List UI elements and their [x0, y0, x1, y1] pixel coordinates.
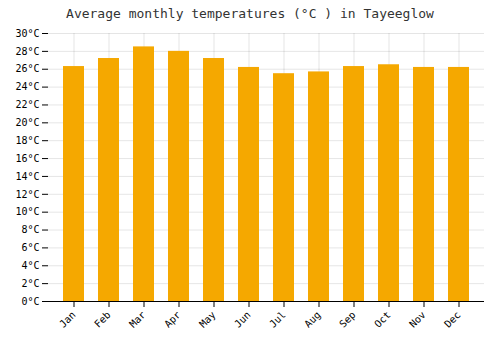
svg-text:2°C: 2°C: [21, 278, 39, 289]
svg-text:Jan: Jan: [57, 309, 78, 330]
svg-text:6°C: 6°C: [21, 242, 39, 253]
svg-text:30°C: 30°C: [15, 28, 39, 39]
svg-text:14°C: 14°C: [15, 171, 39, 182]
svg-text:22°C: 22°C: [15, 99, 39, 110]
svg-text:4°C: 4°C: [21, 260, 39, 271]
svg-text:Jun: Jun: [232, 309, 253, 330]
svg-text:Sep: Sep: [337, 309, 358, 330]
svg-text:Aug: Aug: [302, 309, 323, 330]
svg-text:26°C: 26°C: [15, 63, 39, 74]
svg-text:Jul: Jul: [267, 309, 288, 330]
svg-text:May: May: [197, 309, 218, 330]
svg-text:8°C: 8°C: [21, 224, 39, 235]
svg-text:10°C: 10°C: [15, 206, 39, 217]
svg-text:24°C: 24°C: [15, 81, 39, 92]
svg-text:20°C: 20°C: [15, 117, 39, 128]
svg-text:Dec: Dec: [442, 309, 463, 330]
svg-text:Apr: Apr: [162, 309, 183, 330]
svg-text:16°C: 16°C: [15, 153, 39, 164]
svg-text:28°C: 28°C: [15, 46, 39, 57]
svg-text:0°C: 0°C: [21, 296, 39, 307]
svg-text:Nov: Nov: [407, 309, 428, 330]
svg-text:12°C: 12°C: [15, 189, 39, 200]
html-text:Average monthly temperatures (: Average monthly temperatures (°C ) in Ta…: [66, 6, 434, 21]
svg-text:Mar: Mar: [127, 309, 148, 330]
svg-text:Feb: Feb: [92, 309, 113, 330]
svg-text:18°C: 18°C: [15, 135, 39, 146]
svg-text:Oct: Oct: [372, 309, 393, 330]
